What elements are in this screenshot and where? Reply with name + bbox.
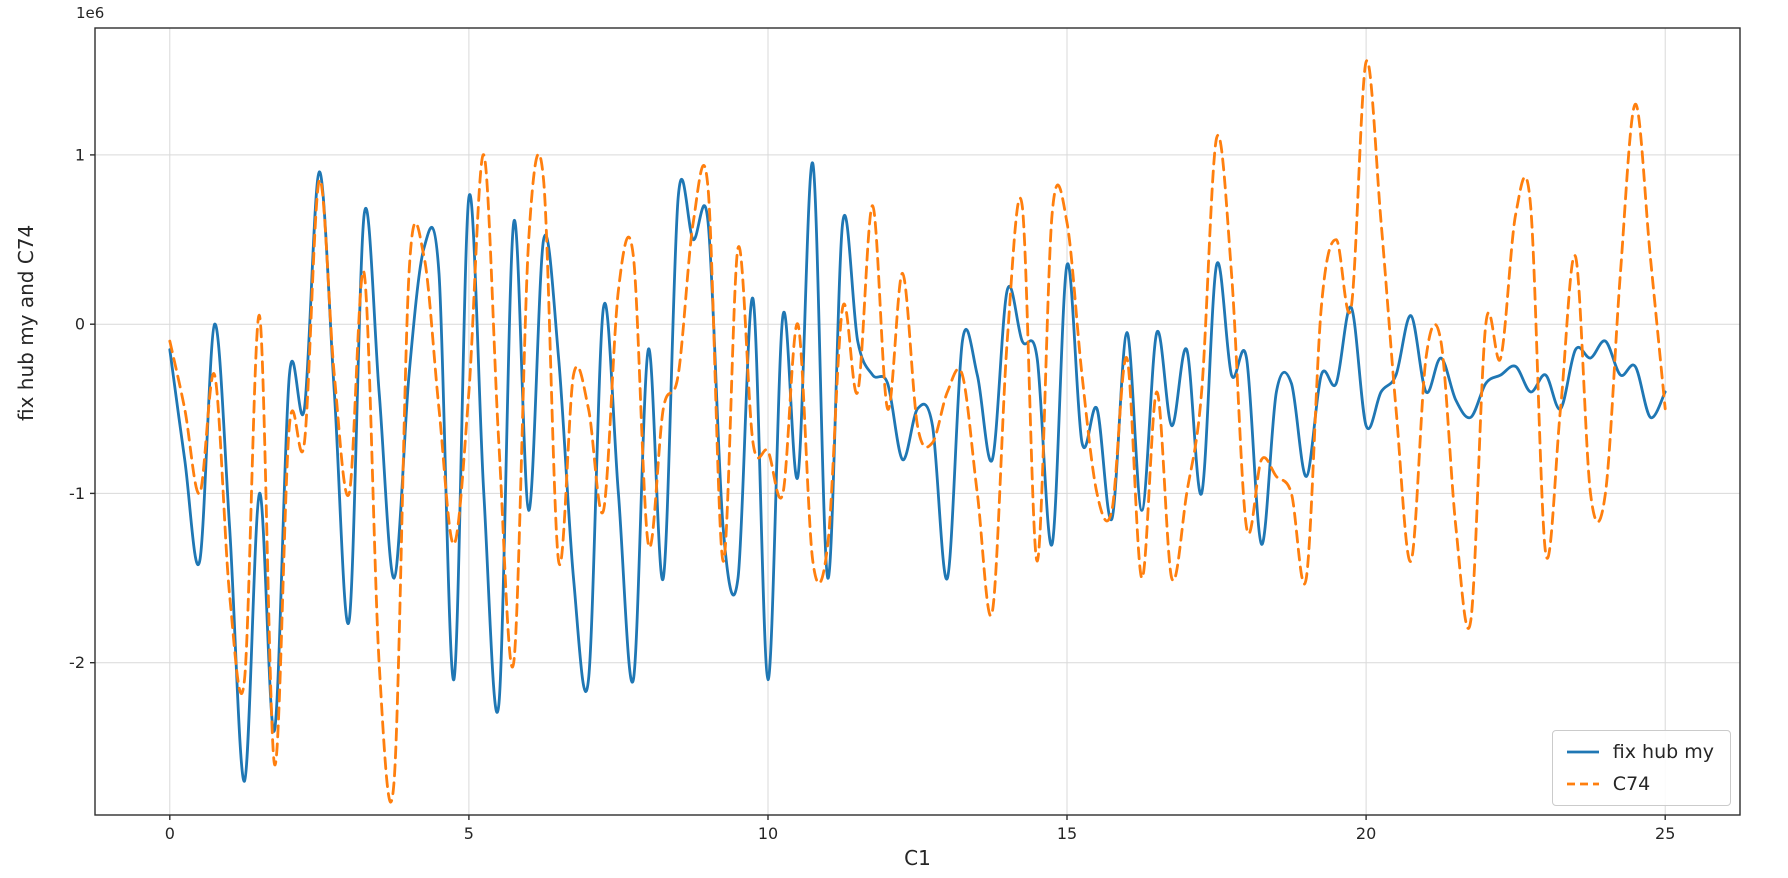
legend-line-sample-dashed — [1566, 782, 1599, 786]
x-tick-label: 0 — [165, 824, 175, 843]
legend-line-sample-solid — [1566, 750, 1599, 754]
legend-item-c74: C74 — [1565, 773, 1714, 795]
x-tick-label: 10 — [758, 824, 778, 843]
y-tick-label: -2 — [69, 653, 85, 672]
y-tick-label: 1 — [75, 145, 85, 164]
series-line-fix-hub-my — [168, 161, 1667, 783]
x-axis-label: C1 — [904, 846, 931, 870]
y-tick-label: -1 — [69, 484, 85, 503]
x-tick-label: 5 — [464, 824, 474, 843]
x-tick-label: 15 — [1057, 824, 1077, 843]
axes-border — [94, 27, 1741, 816]
legend-label-fix-hub-my: fix hub my — [1612, 741, 1714, 763]
legend-item-fix-hub-my: fix hub my — [1565, 741, 1714, 763]
y-tick-label: 0 — [75, 315, 85, 334]
x-tick-label: 20 — [1356, 824, 1376, 843]
legend: fix hub my C74 — [1551, 730, 1731, 806]
series-line-c74 — [168, 59, 1667, 804]
x-tick-label: 25 — [1655, 824, 1675, 843]
y-axis-offset-text: 1e6 — [76, 4, 105, 22]
legend-label-c74: C74 — [1612, 773, 1651, 795]
